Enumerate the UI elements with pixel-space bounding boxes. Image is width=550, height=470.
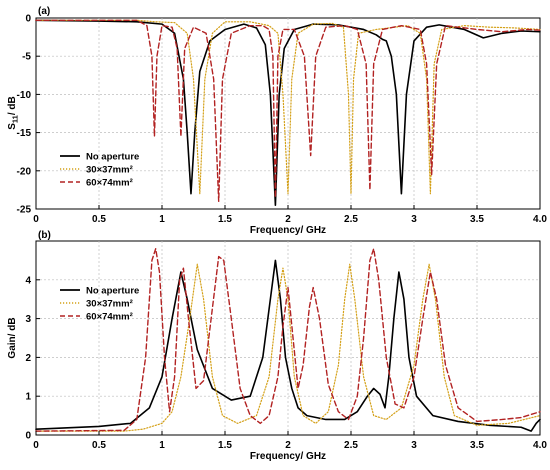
y-tick-label: 2 bbox=[25, 353, 31, 364]
x-tick-label: 4.0 bbox=[533, 214, 547, 225]
y-tick-label: 1 bbox=[25, 392, 31, 403]
panel-label-b: (b) bbox=[38, 230, 51, 241]
y-tick-label: -10 bbox=[17, 90, 32, 101]
series-line-3 bbox=[35, 19, 541, 203]
series-b bbox=[35, 248, 541, 432]
x-axis-title-a: Frequency/ GHz bbox=[250, 225, 326, 236]
panel-a-s11: 0 0.5 1 1.5 2 2.5 3 3.5 4.0 0-5-10-15-20-25 (a) … bbox=[7, 6, 547, 236]
legend-b: No aperture 30×37mm² 60×74mm² bbox=[60, 286, 139, 323]
legend-label-1: No aperture bbox=[86, 286, 139, 297]
y-tick-label: 0 bbox=[25, 14, 31, 25]
legend-label-3: 60×74mm² bbox=[86, 312, 133, 323]
x-tick-label: 3.5 bbox=[470, 440, 484, 451]
grid-b bbox=[36, 241, 540, 435]
panel-label-a: (a) bbox=[38, 6, 50, 17]
x-tick-label: 2 bbox=[285, 440, 291, 451]
x-ticks-b: 0 0.5 1 1.5 2 2.5 3 3.5 4.0 bbox=[33, 431, 547, 451]
legend-label-2: 30×37mm² bbox=[86, 165, 133, 176]
y-tick-label: -25 bbox=[17, 205, 32, 216]
x-tick-label: 1.5 bbox=[218, 440, 232, 451]
panel-b-gain: 0 0.5 1 1.5 2 2.5 3 3.5 4.0 0 1 2 3 4 (b) Frequency/… bbox=[7, 230, 547, 462]
legend-label-2: 30×37mm² bbox=[86, 299, 133, 310]
y-ticks-b: 0 1 2 3 4 bbox=[25, 275, 40, 442]
x-tick-label: 3.5 bbox=[470, 214, 484, 225]
y-axis-title-a: S11/ dB bbox=[7, 96, 20, 130]
y-tick-label: 0 bbox=[25, 431, 31, 442]
x-tick-label: 1.5 bbox=[218, 214, 232, 225]
series-line-2 bbox=[35, 263, 541, 432]
x-tick-label: 3 bbox=[411, 440, 417, 451]
y-tick-label: 4 bbox=[25, 275, 31, 286]
x-ticks-a: 0 0.5 1 1.5 2 2.5 3 3.5 4.0 bbox=[33, 205, 547, 225]
x-tick-label: 0.5 bbox=[92, 214, 106, 225]
x-tick-label: 2.5 bbox=[344, 440, 358, 451]
x-tick-label: 3 bbox=[411, 214, 417, 225]
x-tick-label: 4.0 bbox=[533, 440, 547, 451]
series-line-3 bbox=[35, 248, 541, 432]
y-tick-label: -15 bbox=[17, 128, 32, 139]
x-tick-label: 0 bbox=[33, 440, 39, 451]
series-a bbox=[35, 19, 541, 206]
x-axis-title-b: Frequency/ GHz bbox=[250, 451, 326, 462]
x-tick-label: 0.5 bbox=[92, 440, 106, 451]
legend-a: No aperture 30×37mm² 60×74mm² bbox=[60, 152, 139, 189]
series-line-2 bbox=[35, 19, 541, 195]
series-line-1 bbox=[35, 19, 541, 206]
x-tick-label: 2 bbox=[285, 214, 291, 225]
y-tick-label: -5 bbox=[22, 52, 31, 63]
y-tick-label: 3 bbox=[25, 314, 31, 325]
y-tick-label: -20 bbox=[17, 166, 32, 177]
x-tick-label: 2.5 bbox=[344, 214, 358, 225]
x-tick-label: 0 bbox=[33, 214, 39, 225]
x-tick-label: 1 bbox=[159, 214, 165, 225]
x-tick-label: 1 bbox=[159, 440, 165, 451]
grid-a bbox=[36, 18, 540, 209]
legend-label-1: No aperture bbox=[86, 152, 139, 163]
y-ticks-a: 0 -5 -10 -15 -20 -25 bbox=[17, 14, 40, 216]
legend-label-3: 60×74mm² bbox=[86, 178, 133, 189]
y-axis-title-b: Gain/ dB bbox=[7, 317, 18, 358]
series-line-1 bbox=[35, 259, 541, 432]
